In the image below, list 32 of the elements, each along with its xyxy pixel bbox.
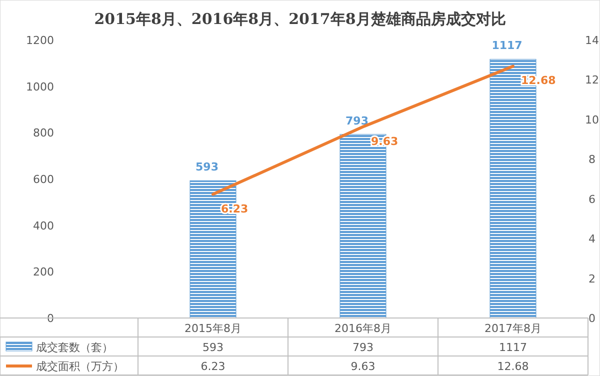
data-label: 12.68 [521, 74, 556, 88]
y2-tick-label: 0 [588, 312, 596, 325]
text: 593 [202, 341, 224, 354]
x-tick-label: 2017年8月 [484, 322, 542, 335]
y-tick-label: 800 [33, 126, 54, 140]
text: 793 [352, 341, 374, 354]
text: 1117 [499, 341, 527, 354]
legend-label: 成交套数（套） [36, 341, 113, 354]
y-tick-label: 200 [33, 266, 54, 279]
text: 6.23 [200, 360, 226, 373]
y2-tick-label: 6 [588, 192, 596, 206]
text: 9.63 [350, 360, 376, 373]
data-label: 793 [346, 114, 368, 128]
y-tick-label: 1000 [26, 80, 54, 94]
legend-label: 成交面积（万方） [36, 360, 124, 373]
y2-tick-label: 4 [588, 232, 596, 246]
text: 12.68 [497, 360, 529, 373]
y-tick-label: 1200 [26, 34, 54, 47]
x-tick-label: 2016年8月 [334, 322, 392, 335]
y2-tick-label: 8 [588, 153, 596, 166]
data-label: 593 [196, 160, 218, 174]
y2-tick-label: 14 [585, 34, 599, 47]
y2-tick-label: 12 [585, 74, 599, 87]
data-label: 9.63 [371, 134, 398, 148]
y-tick-label: 600 [33, 173, 54, 186]
x-tick-label: 2015年8月 [184, 322, 242, 335]
y2-tick-label: 2 [588, 272, 596, 286]
y2-tick-label: 10 [585, 113, 599, 126]
y-tick-label: 400 [33, 219, 54, 232]
chart-title: 2015年8月、2016年8月、2017年8月楚雄商品房成交对比 [94, 10, 506, 28]
data-label: 1117 [492, 39, 522, 52]
data-label: 6.23 [221, 202, 248, 216]
